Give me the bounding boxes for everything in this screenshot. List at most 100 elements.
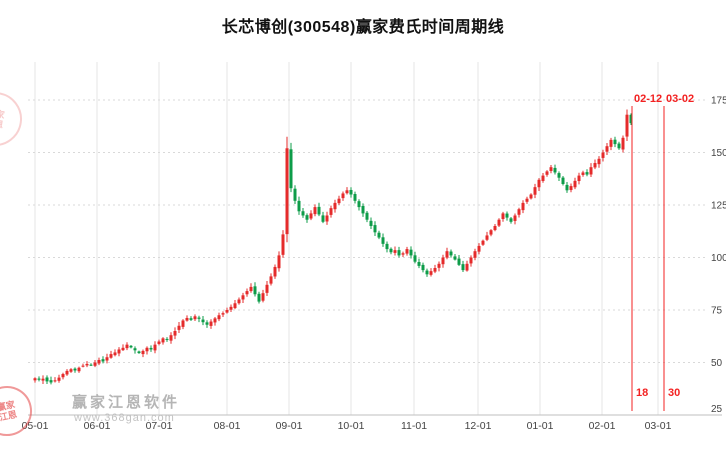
candle-body bbox=[265, 284, 269, 293]
candle-body bbox=[473, 251, 477, 258]
candle-body bbox=[477, 245, 481, 252]
candle-body bbox=[313, 207, 317, 215]
candle-body bbox=[221, 313, 225, 315]
candle-body bbox=[509, 218, 513, 222]
candle-body bbox=[405, 249, 409, 254]
candle-body bbox=[385, 243, 389, 250]
candle-body bbox=[549, 167, 553, 172]
candle-body bbox=[33, 378, 37, 381]
candle-body bbox=[165, 338, 169, 340]
candle-body bbox=[53, 380, 57, 382]
candle-body bbox=[85, 363, 89, 366]
candle-body bbox=[177, 325, 181, 330]
candle-body bbox=[161, 338, 165, 343]
candle-body bbox=[141, 350, 145, 355]
candle-body bbox=[93, 362, 97, 366]
candle-body bbox=[389, 248, 393, 253]
candle-body bbox=[133, 348, 137, 351]
candle-body bbox=[369, 220, 373, 226]
cycle-count-label-1: 18 bbox=[636, 387, 649, 399]
candle-body bbox=[197, 317, 201, 319]
candle-body bbox=[57, 377, 61, 381]
candle-body bbox=[585, 172, 589, 175]
candle-body bbox=[181, 320, 185, 327]
candle-body bbox=[517, 209, 521, 215]
seal-text-line2: 江恩 bbox=[0, 409, 18, 423]
candle-body bbox=[577, 175, 581, 182]
candle-body bbox=[393, 250, 397, 253]
candle-body bbox=[361, 205, 365, 214]
candle-body bbox=[153, 344, 157, 351]
candle-body bbox=[321, 215, 325, 222]
candle-body bbox=[429, 271, 433, 275]
x-axis-label: 09-01 bbox=[276, 420, 303, 432]
candle-body bbox=[569, 186, 573, 191]
candle-body bbox=[209, 321, 213, 326]
candle-body bbox=[65, 370, 69, 375]
candle-body bbox=[541, 175, 545, 181]
candle-body bbox=[373, 225, 377, 233]
candle-body bbox=[341, 193, 345, 199]
candle-body bbox=[629, 114, 633, 124]
candle-body bbox=[417, 262, 421, 266]
seal-text-line1: 赢家 bbox=[0, 107, 6, 120]
candle-body bbox=[169, 335, 173, 341]
candle-body bbox=[557, 173, 561, 178]
candle-body bbox=[501, 213, 505, 219]
candle-body bbox=[325, 215, 329, 222]
candle-body bbox=[61, 374, 65, 378]
y-axis-label: 150 bbox=[711, 148, 726, 159]
candle-body bbox=[241, 295, 245, 300]
candle-body bbox=[49, 380, 53, 383]
candle-body bbox=[37, 378, 41, 380]
x-axis-label: 10-01 bbox=[338, 420, 365, 432]
candle-body bbox=[77, 367, 81, 372]
candle-body bbox=[345, 190, 349, 194]
candle-body bbox=[225, 310, 229, 313]
y-axis-label: 125 bbox=[711, 201, 726, 212]
candle-body bbox=[273, 266, 277, 277]
candle-body bbox=[109, 354, 113, 358]
x-axis-label: 01-01 bbox=[527, 420, 554, 432]
candle-body bbox=[329, 208, 333, 215]
candle-body bbox=[597, 158, 601, 165]
candle-body bbox=[593, 163, 597, 168]
candle-body bbox=[301, 211, 305, 216]
cycle-count-label-2: 30 bbox=[668, 387, 681, 399]
y-axis-label: 100 bbox=[711, 253, 726, 264]
candle-body bbox=[449, 251, 453, 256]
y-axis-label: 50 bbox=[711, 358, 723, 369]
x-axis-label: 07-01 bbox=[146, 420, 173, 432]
candle-body bbox=[81, 365, 85, 367]
candle-body bbox=[185, 317, 189, 321]
candle-body bbox=[625, 114, 629, 137]
candle-body bbox=[441, 257, 445, 265]
candle-body bbox=[121, 347, 125, 351]
candle-body bbox=[529, 194, 533, 199]
candle-body bbox=[505, 213, 509, 218]
candle-body bbox=[621, 137, 625, 150]
candle-body bbox=[601, 152, 605, 158]
candle-body bbox=[461, 264, 465, 271]
candle-body bbox=[317, 206, 321, 215]
candle-body bbox=[401, 253, 405, 255]
candle-body bbox=[69, 369, 73, 372]
candle-body bbox=[337, 198, 341, 204]
candle-body bbox=[421, 264, 425, 271]
candle-body bbox=[469, 257, 473, 264]
candle-body bbox=[481, 240, 485, 245]
candle-body bbox=[249, 286, 253, 292]
candle-body bbox=[561, 177, 565, 184]
x-axis-label: 06-01 bbox=[84, 420, 111, 432]
candle-body bbox=[289, 149, 293, 189]
candle-body bbox=[357, 201, 361, 208]
candle-body bbox=[157, 341, 161, 344]
candle-body bbox=[237, 299, 241, 304]
candle-body bbox=[525, 198, 529, 202]
y-axis-label: 175 bbox=[711, 96, 726, 107]
candle-body bbox=[445, 251, 449, 258]
watermark-url: www.368gan.com bbox=[74, 412, 175, 424]
candle-body bbox=[581, 172, 585, 175]
